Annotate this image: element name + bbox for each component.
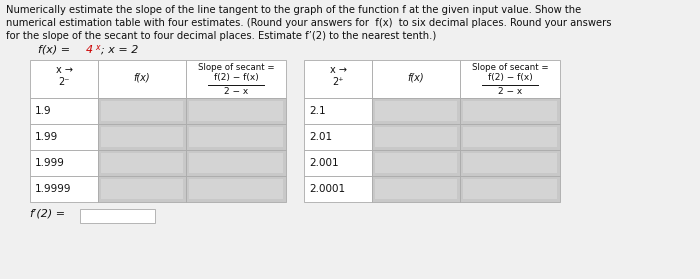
Text: f(x): f(x) xyxy=(134,73,150,83)
Text: Slope of secant =: Slope of secant = xyxy=(197,63,274,72)
Bar xyxy=(98,60,186,98)
Text: 1.9: 1.9 xyxy=(35,106,52,116)
Bar xyxy=(189,101,283,121)
Bar xyxy=(375,127,457,147)
Bar xyxy=(460,124,560,150)
Bar xyxy=(101,179,183,199)
Text: f(2) − f(x): f(2) − f(x) xyxy=(214,73,258,82)
Bar xyxy=(375,153,457,173)
Bar xyxy=(372,124,460,150)
Bar xyxy=(463,179,557,199)
Bar xyxy=(30,124,98,150)
Bar xyxy=(304,98,372,124)
Bar xyxy=(30,98,98,124)
Bar xyxy=(304,176,372,202)
Bar xyxy=(460,176,560,202)
Text: f′(2) =: f′(2) = xyxy=(30,208,65,218)
Bar xyxy=(101,153,183,173)
Bar xyxy=(101,127,183,147)
Bar xyxy=(304,150,372,176)
Bar xyxy=(30,60,98,98)
Bar xyxy=(460,98,560,124)
Bar xyxy=(372,150,460,176)
Text: 2.01: 2.01 xyxy=(309,132,332,142)
Text: ; x = 2: ; x = 2 xyxy=(101,45,139,55)
Bar xyxy=(98,150,186,176)
Bar xyxy=(186,150,286,176)
Bar xyxy=(186,176,286,202)
Bar xyxy=(186,60,286,98)
Text: Slope of secant =: Slope of secant = xyxy=(472,63,548,72)
Text: 4: 4 xyxy=(86,45,93,55)
Bar xyxy=(372,98,460,124)
Text: 2.001: 2.001 xyxy=(309,158,339,168)
Bar xyxy=(80,209,155,223)
Bar xyxy=(98,98,186,124)
Bar xyxy=(30,176,98,202)
Text: 2⁺: 2⁺ xyxy=(332,77,344,87)
Bar xyxy=(189,127,283,147)
Text: x →: x → xyxy=(55,65,73,75)
Bar xyxy=(463,153,557,173)
Bar xyxy=(186,124,286,150)
Text: 2.0001: 2.0001 xyxy=(309,184,345,194)
Text: Numerically estimate the slope of the line tangent to the graph of the function : Numerically estimate the slope of the li… xyxy=(6,5,581,15)
Text: 2⁻: 2⁻ xyxy=(58,77,70,87)
Bar xyxy=(304,60,372,98)
Bar xyxy=(189,153,283,173)
Bar xyxy=(186,98,286,124)
Text: f(x) =: f(x) = xyxy=(38,45,74,55)
Text: 2.1: 2.1 xyxy=(309,106,326,116)
Bar xyxy=(463,101,557,121)
Text: x: x xyxy=(95,43,99,52)
Bar xyxy=(98,124,186,150)
Text: 2 − x: 2 − x xyxy=(498,87,522,96)
Bar xyxy=(375,179,457,199)
Text: x →: x → xyxy=(330,65,346,75)
Bar xyxy=(372,60,460,98)
Text: numerical estimation table with four estimates. (Round your answers for  f(x)  t: numerical estimation table with four est… xyxy=(6,18,612,28)
Text: 2 − x: 2 − x xyxy=(224,87,248,96)
Bar xyxy=(372,176,460,202)
Text: 1.9999: 1.9999 xyxy=(35,184,71,194)
Bar xyxy=(463,127,557,147)
Text: f(x): f(x) xyxy=(407,73,424,83)
Bar xyxy=(460,150,560,176)
Text: for the slope of the secant to four decimal places. Estimate f’(2) to the neares: for the slope of the secant to four deci… xyxy=(6,31,436,41)
Text: 1.99: 1.99 xyxy=(35,132,58,142)
Bar xyxy=(460,60,560,98)
Bar xyxy=(189,179,283,199)
Bar xyxy=(98,176,186,202)
Text: 1.999: 1.999 xyxy=(35,158,65,168)
Bar xyxy=(304,124,372,150)
Bar xyxy=(375,101,457,121)
Text: f(2) − f(x): f(2) − f(x) xyxy=(488,73,533,82)
Bar xyxy=(30,150,98,176)
Bar xyxy=(101,101,183,121)
